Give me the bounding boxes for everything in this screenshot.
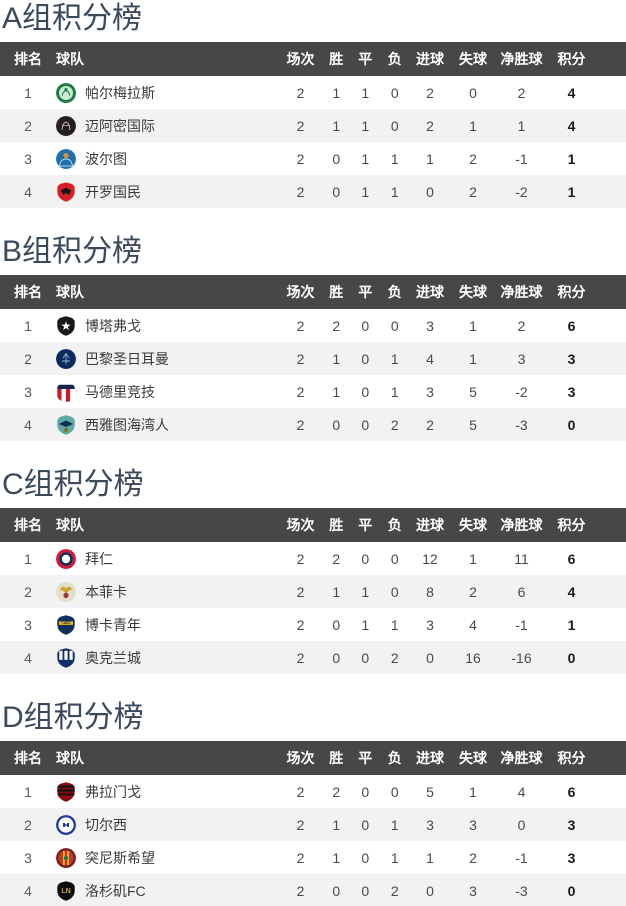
svg-text:CABJ: CABJ xyxy=(61,621,70,625)
svg-text:LN: LN xyxy=(61,888,70,895)
